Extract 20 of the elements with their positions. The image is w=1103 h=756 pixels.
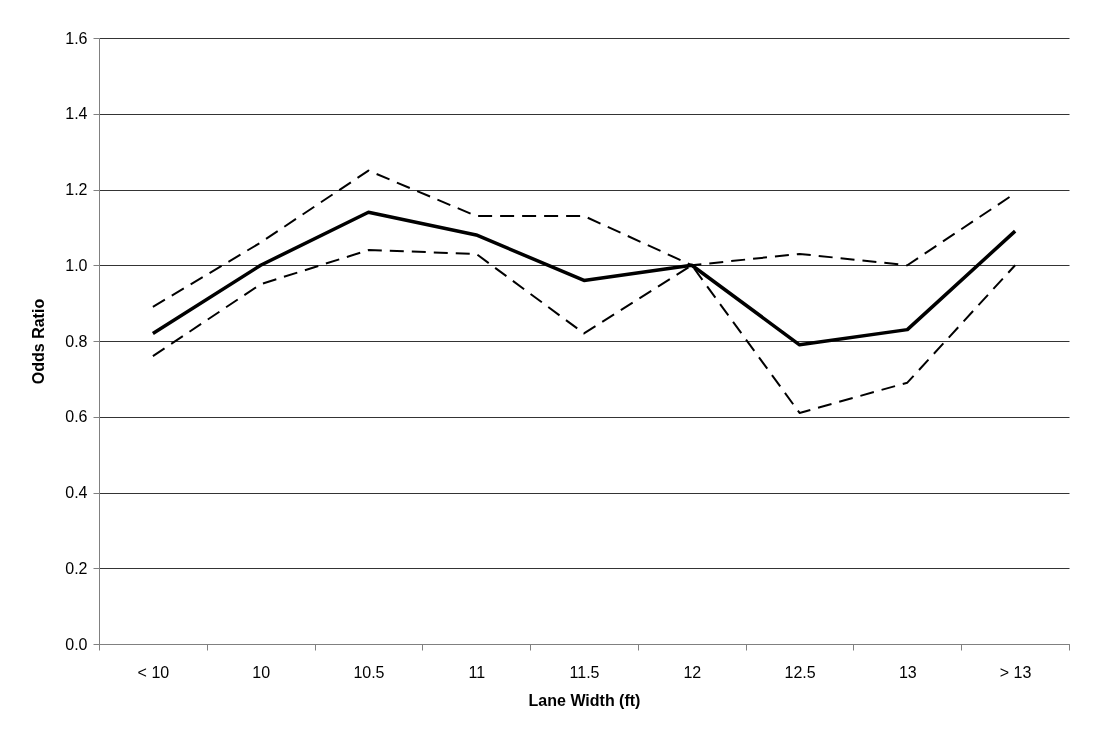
x-tick-label: < 10	[137, 663, 170, 681]
y-tick-label: 0.4	[65, 484, 88, 501]
x-tick-label: 12	[683, 663, 702, 681]
x-tick-label: 10	[252, 663, 271, 681]
x-tick-label: 12.5	[784, 663, 816, 681]
x-axis-title: Lane Width (ft)	[528, 691, 641, 709]
y-tick-label: 1.0	[65, 256, 88, 274]
x-tick-label: > 13	[999, 663, 1032, 681]
y-tick-label: 0.6	[65, 408, 88, 426]
x-tick-label: 11.5	[569, 663, 600, 681]
y-tick-label: 0.8	[65, 332, 88, 350]
x-tick-label: 10.5	[353, 663, 385, 681]
y-tick-label: 0.2	[65, 559, 88, 577]
y-tick-label: 0.0	[65, 635, 88, 653]
y-tick-label: 1.2	[65, 181, 88, 198]
y-tick-label: 1.4	[65, 105, 88, 123]
x-tick-label: 11	[468, 663, 486, 681]
y-axis-title: Odds Ratio	[30, 298, 48, 385]
y-tick-label: 1.6	[65, 29, 88, 47]
x-tick-label: 13	[898, 663, 917, 681]
